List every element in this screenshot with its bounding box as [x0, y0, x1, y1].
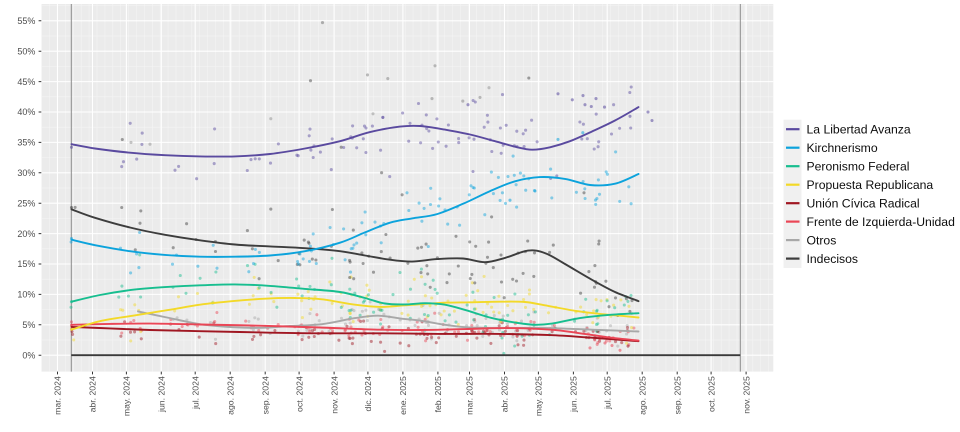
svg-text:abr. 2025: abr. 2025 — [500, 376, 510, 412]
svg-text:20%: 20% — [17, 229, 35, 239]
svg-text:nov. 2025: nov. 2025 — [741, 376, 751, 414]
svg-text:0%: 0% — [22, 350, 35, 360]
svg-text:ago. 2025: ago. 2025 — [637, 376, 647, 415]
svg-text:25%: 25% — [17, 198, 35, 208]
svg-text:mar. 2024: mar. 2024 — [53, 376, 63, 415]
svg-text:sep. 2024: sep. 2024 — [260, 376, 270, 414]
svg-text:nov. 2024: nov. 2024 — [329, 376, 339, 414]
svg-text:Indecisos: Indecisos — [807, 252, 859, 266]
svg-text:35%: 35% — [17, 138, 35, 148]
svg-text:55%: 55% — [17, 16, 35, 26]
svg-text:La Libertad Avanza: La Libertad Avanza — [807, 123, 911, 137]
svg-text:jun. 2024: jun. 2024 — [157, 376, 167, 413]
svg-text:30%: 30% — [17, 168, 35, 178]
svg-text:Peronismo Federal: Peronismo Federal — [807, 160, 910, 174]
svg-text:mar. 2025: mar. 2025 — [465, 376, 475, 415]
svg-text:dic. 2024: dic. 2024 — [363, 376, 373, 411]
svg-text:15%: 15% — [17, 259, 35, 269]
svg-text:may. 2025: may. 2025 — [534, 376, 544, 416]
svg-text:Propuesta Republicana: Propuesta Republicana — [807, 178, 934, 192]
svg-text:jul. 2024: jul. 2024 — [190, 376, 200, 410]
svg-text:10%: 10% — [17, 290, 35, 300]
svg-text:sep. 2025: sep. 2025 — [672, 376, 682, 414]
svg-text:45%: 45% — [17, 77, 35, 87]
svg-text:may. 2024: may. 2024 — [122, 376, 132, 416]
svg-text:40%: 40% — [17, 107, 35, 117]
svg-text:Unión Cívica Radical: Unión Cívica Radical — [807, 197, 920, 211]
svg-text:jul. 2025: jul. 2025 — [602, 376, 612, 410]
svg-text:Otros: Otros — [807, 233, 837, 247]
svg-text:5%: 5% — [22, 320, 35, 330]
svg-text:ene. 2025: ene. 2025 — [398, 376, 408, 415]
svg-text:Frente de Izquierda-Unidad: Frente de Izquierda-Unidad — [807, 215, 955, 229]
svg-text:ago. 2024: ago. 2024 — [225, 376, 235, 415]
svg-text:jun. 2025: jun. 2025 — [569, 376, 579, 413]
svg-text:abr. 2024: abr. 2024 — [88, 376, 98, 412]
svg-text:50%: 50% — [17, 46, 35, 56]
svg-text:Kirchnerismo: Kirchnerismo — [807, 141, 878, 155]
svg-text:feb. 2025: feb. 2025 — [433, 376, 443, 412]
svg-text:oct. 2024: oct. 2024 — [294, 376, 304, 412]
svg-text:oct. 2025: oct. 2025 — [706, 376, 716, 412]
